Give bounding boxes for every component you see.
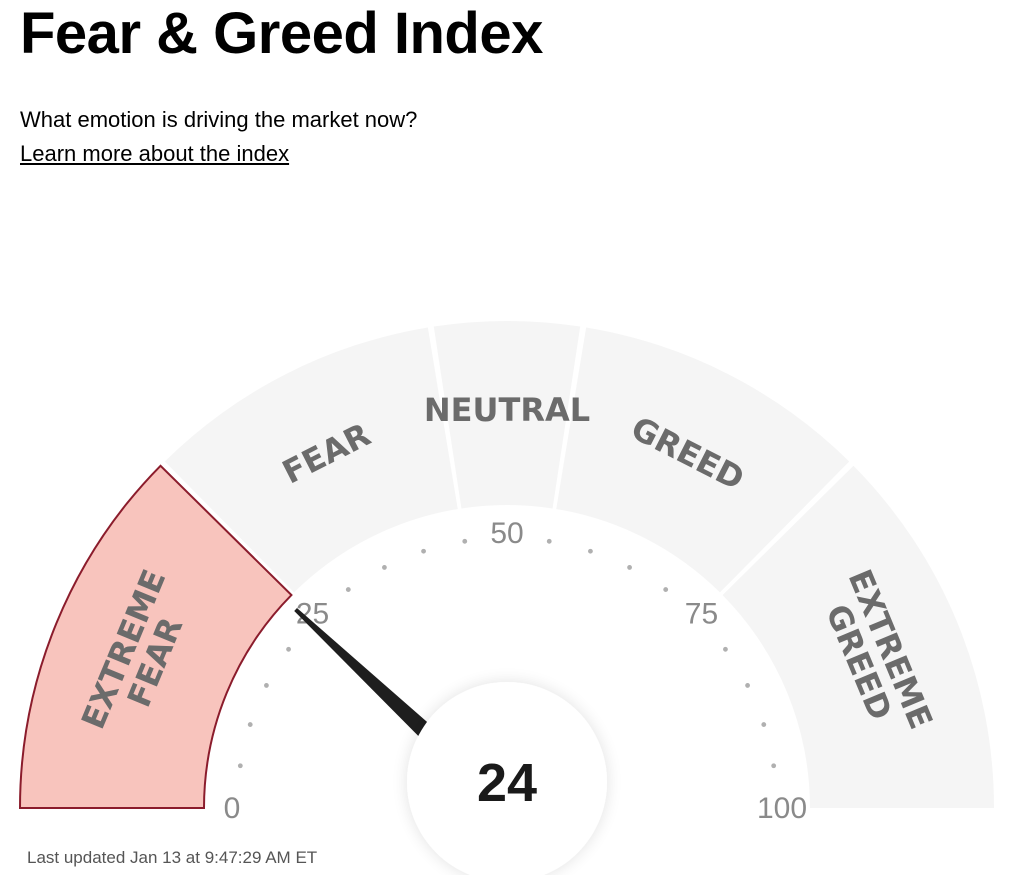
gauge-center-circle (407, 682, 607, 875)
last-updated-label: Last updated (27, 848, 126, 867)
gauge-center: 24 (407, 682, 607, 875)
gauge-tick-dot (421, 548, 426, 554)
gauge-tick-dot (745, 683, 750, 688)
gauge-tick-dot (627, 565, 632, 570)
gauge-tick-dot (462, 538, 468, 544)
gauge-tick-label: 0 (224, 792, 241, 825)
last-updated-value: Jan 13 at 9:47:29 AM ET (130, 848, 318, 867)
last-updated: Last updated Jan 13 at 9:47:29 AM ET (27, 847, 317, 869)
page-title: Fear & Greed Index (20, 1, 543, 66)
gauge-needle (294, 608, 448, 753)
learn-more-link[interactable]: Learn more about the index (20, 141, 290, 166)
gauge-tick-dot (723, 646, 728, 652)
page-subtitle: What emotion is driving the market now? (20, 107, 418, 132)
gauge-tick-label: 50 (490, 517, 523, 550)
gauge-tick-dot (771, 763, 777, 769)
gauge-segment-fear (164, 327, 458, 593)
gauge-tick-dot (546, 538, 552, 544)
gauge-score: 24 (477, 753, 537, 813)
gauge-label-neutral: NEUTRAL (424, 391, 590, 429)
gauge-segment-greed (556, 327, 850, 593)
gauge-tick-dot (345, 587, 351, 592)
gauge-tick-label: 100 (757, 792, 807, 825)
gauge-tick-dot (382, 565, 387, 570)
gauge-tick-dot (588, 548, 593, 554)
gauge-segments (18, 321, 994, 809)
gauge-segment-extreme-greed (722, 465, 994, 808)
gauge-segment-neutral (433, 321, 581, 509)
gauge-label-line: NEUTRAL (424, 391, 590, 429)
gauge-tick-dots (237, 538, 777, 769)
gauge-needle-group (294, 608, 448, 753)
gauge-tick-dot (237, 763, 243, 769)
gauge-tick-dot (247, 722, 253, 727)
gauge-segment-extreme-fear (18, 464, 293, 809)
gauge-tick-label: 75 (685, 598, 718, 631)
gauge-tick-dot (761, 722, 767, 727)
gauge-tick-dot (286, 646, 291, 652)
gauge-tick-dot (264, 683, 269, 688)
gauge-tick-dot (663, 587, 669, 592)
